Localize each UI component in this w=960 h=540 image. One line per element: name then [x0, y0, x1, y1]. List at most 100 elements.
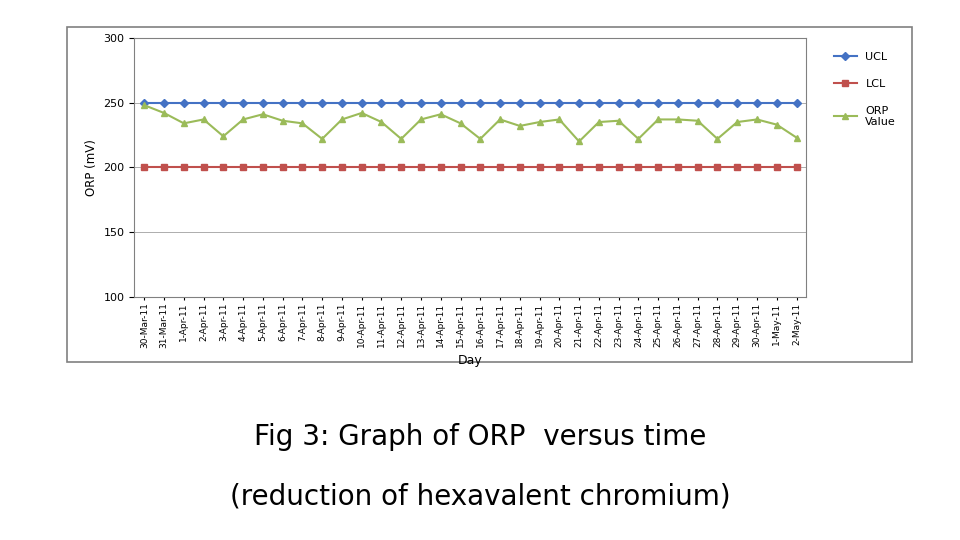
LCL	[633, 164, 644, 171]
ORP
Value	[771, 122, 782, 128]
ORP
Value	[276, 118, 288, 124]
Text: Fig 3: Graph of ORP  versus time: Fig 3: Graph of ORP versus time	[253, 423, 707, 451]
LCL	[732, 164, 743, 171]
LCL	[375, 164, 387, 171]
LCL	[158, 164, 170, 171]
ORP
Value	[474, 136, 486, 142]
LCL	[791, 164, 803, 171]
ORP
Value	[257, 111, 269, 118]
UCL	[554, 99, 565, 106]
UCL	[138, 99, 150, 106]
UCL	[732, 99, 743, 106]
UCL	[494, 99, 506, 106]
UCL	[435, 99, 446, 106]
LCL	[514, 164, 525, 171]
ORP
Value	[633, 136, 644, 142]
LCL	[612, 164, 624, 171]
ORP
Value	[514, 123, 525, 129]
ORP
Value	[396, 136, 407, 142]
LCL	[711, 164, 723, 171]
ORP
Value	[317, 136, 328, 142]
UCL	[593, 99, 605, 106]
ORP
Value	[752, 116, 763, 123]
LCL	[138, 164, 150, 171]
ORP
Value	[455, 120, 467, 126]
ORP
Value	[336, 116, 348, 123]
UCL	[416, 99, 427, 106]
UCL	[514, 99, 525, 106]
LCL	[771, 164, 782, 171]
ORP
Value	[653, 116, 664, 123]
UCL	[297, 99, 308, 106]
UCL	[198, 99, 209, 106]
UCL	[474, 99, 486, 106]
ORP
Value	[416, 116, 427, 123]
LCL	[198, 164, 209, 171]
UCL	[455, 99, 467, 106]
LCL	[554, 164, 565, 171]
LCL	[178, 164, 189, 171]
ORP
Value	[158, 110, 170, 116]
ORP
Value	[573, 138, 585, 145]
UCL	[612, 99, 624, 106]
LCL	[692, 164, 704, 171]
UCL	[276, 99, 288, 106]
ORP
Value	[375, 119, 387, 125]
UCL	[692, 99, 704, 106]
UCL	[573, 99, 585, 106]
LCL	[297, 164, 308, 171]
UCL	[317, 99, 328, 106]
Y-axis label: ORP (mV): ORP (mV)	[85, 139, 98, 196]
UCL	[672, 99, 684, 106]
UCL	[633, 99, 644, 106]
LCL	[435, 164, 446, 171]
ORP
Value	[297, 120, 308, 126]
UCL	[257, 99, 269, 106]
Line: UCL: UCL	[141, 99, 800, 106]
UCL	[178, 99, 189, 106]
LCL	[653, 164, 664, 171]
LCL	[396, 164, 407, 171]
LCL	[237, 164, 249, 171]
Text: (reduction of hexavalent chromium): (reduction of hexavalent chromium)	[229, 483, 731, 511]
LCL	[356, 164, 368, 171]
UCL	[218, 99, 229, 106]
UCL	[237, 99, 249, 106]
LCL	[593, 164, 605, 171]
UCL	[534, 99, 545, 106]
ORP
Value	[593, 119, 605, 125]
LCL	[416, 164, 427, 171]
ORP
Value	[198, 116, 209, 123]
Line: ORP
Value: ORP Value	[141, 102, 800, 145]
ORP
Value	[672, 116, 684, 123]
UCL	[752, 99, 763, 106]
LCL	[494, 164, 506, 171]
LCL	[474, 164, 486, 171]
UCL	[375, 99, 387, 106]
Line: LCL: LCL	[141, 164, 800, 171]
ORP
Value	[494, 116, 506, 123]
ORP
Value	[692, 118, 704, 124]
ORP
Value	[534, 119, 545, 125]
LCL	[672, 164, 684, 171]
LCL	[752, 164, 763, 171]
ORP
Value	[554, 116, 565, 123]
ORP
Value	[178, 120, 189, 126]
LCL	[218, 164, 229, 171]
LCL	[573, 164, 585, 171]
ORP
Value	[138, 102, 150, 109]
UCL	[791, 99, 803, 106]
LCL	[317, 164, 328, 171]
ORP
Value	[612, 118, 624, 124]
UCL	[158, 99, 170, 106]
UCL	[711, 99, 723, 106]
UCL	[653, 99, 664, 106]
ORP
Value	[218, 133, 229, 139]
Legend: UCL, LCL, ORP
Value: UCL, LCL, ORP Value	[826, 43, 905, 136]
ORP
Value	[237, 116, 249, 123]
X-axis label: Day: Day	[458, 354, 483, 367]
ORP
Value	[791, 134, 803, 141]
ORP
Value	[435, 111, 446, 118]
UCL	[356, 99, 368, 106]
LCL	[534, 164, 545, 171]
